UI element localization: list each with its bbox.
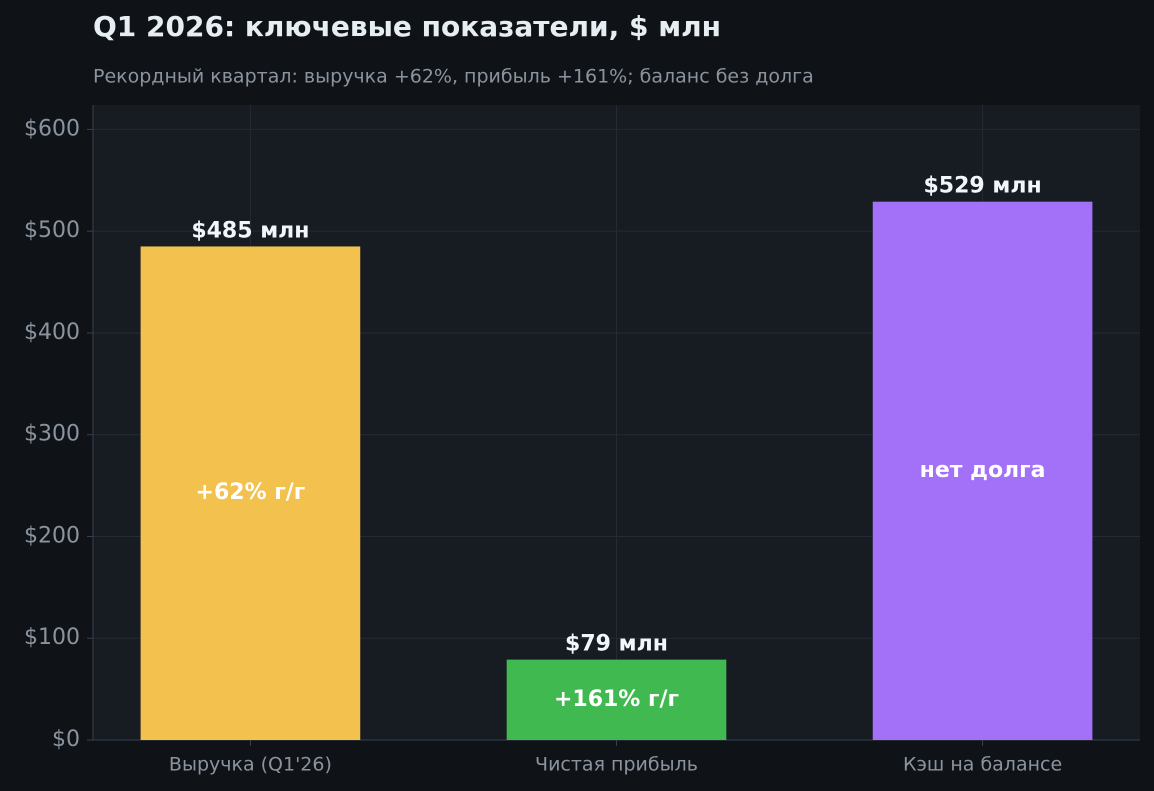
chart-title: Q1 2026: ключевые показатели, $ млн — [93, 10, 721, 43]
y-tick-label: $200 — [24, 523, 80, 548]
x-tick-label: Кэш на балансе — [903, 754, 1062, 776]
value-label: $529 млн — [923, 174, 1041, 199]
y-tick-label: $300 — [24, 422, 80, 447]
bar-annotation: +62% г/г — [196, 480, 306, 505]
bar-annotation: нет долга — [920, 458, 1046, 483]
x-tick-label: Выручка (Q1'26) — [169, 754, 332, 776]
y-tick-label: $600 — [24, 116, 80, 141]
bar — [140, 246, 361, 740]
bar — [506, 659, 727, 740]
value-label: $79 млн — [565, 632, 668, 657]
y-tick-label: $500 — [24, 218, 80, 243]
value-label: $485 млн — [191, 218, 309, 243]
y-tick-label: $100 — [24, 625, 80, 650]
x-tick-label: Чистая прибыль — [535, 754, 698, 776]
y-tick-label: $0 — [52, 727, 80, 752]
chart-subtitle: Рекордный квартал: выручка +62%, прибыль… — [93, 66, 814, 88]
y-tick-label: $400 — [24, 320, 80, 345]
bar-annotation: +161% г/г — [554, 687, 679, 712]
bar — [872, 201, 1093, 740]
